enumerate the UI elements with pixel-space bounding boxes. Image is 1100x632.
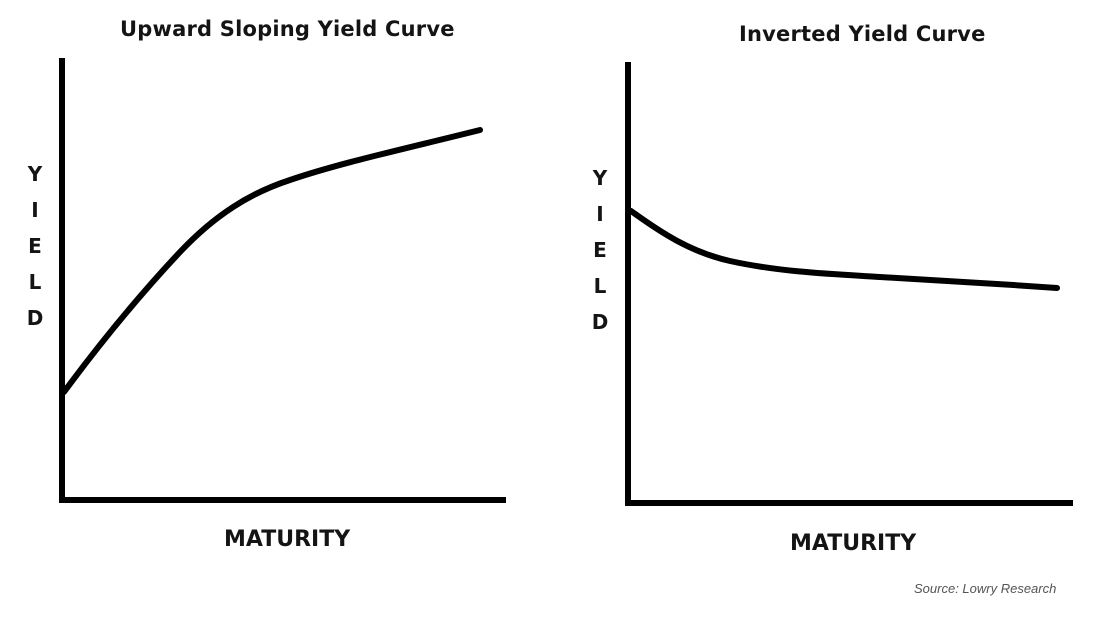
x-axis-label: MATURITY: [224, 527, 351, 552]
x-axis-label: MATURITY: [790, 531, 917, 556]
y-axis-letter: I: [596, 202, 604, 226]
y-axis-label: Y I E L D: [25, 156, 45, 336]
y-axis-letter: I: [31, 198, 39, 222]
chart-title: Inverted Yield Curve: [739, 22, 986, 46]
y-axis-letter: E: [593, 238, 607, 262]
y-axis-letter: L: [28, 270, 42, 294]
y-axis-letter: D: [26, 306, 44, 330]
left-axes: [59, 58, 506, 503]
yield-curve-line-upward: [61, 127, 483, 395]
right-axes: [625, 62, 1073, 506]
source-caption: Source: Lowry Research: [914, 581, 1057, 596]
chart-title: Upward Sloping Yield Curve: [120, 17, 455, 41]
y-axis-letter: E: [28, 234, 42, 258]
y-axis-letter: Y: [27, 162, 43, 186]
y-axis-letter: L: [593, 274, 607, 298]
yield-curve-line-inverted: [628, 208, 1060, 291]
y-axis-letter: D: [591, 310, 609, 334]
y-axis-label: Y I E L D: [590, 160, 610, 340]
y-axis-letter: Y: [592, 166, 608, 190]
